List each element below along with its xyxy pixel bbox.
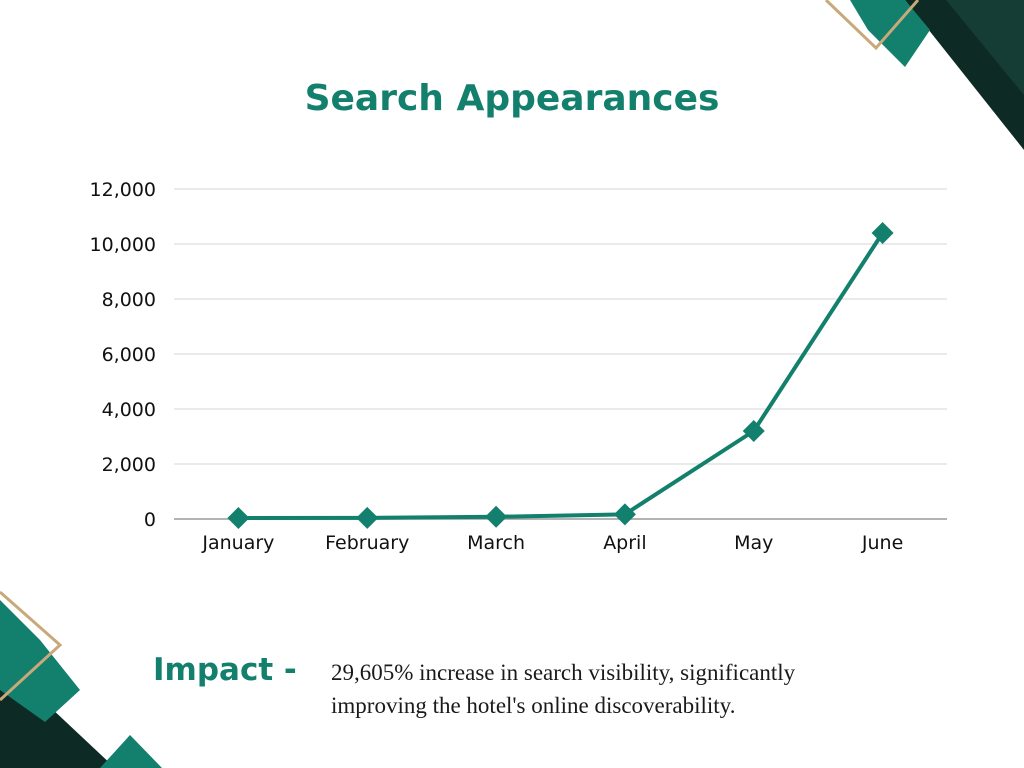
impact-description: 29,605% increase in search visibility, s…	[331, 660, 796, 718]
x-tick-label: February	[325, 532, 409, 554]
y-tick-label: 0	[144, 509, 156, 531]
y-axis-tick-labels: 0 2,000 4,000 6,000 8,000 10,000 12,000	[90, 179, 156, 531]
y-tick-label: 4,000	[102, 399, 156, 421]
data-point-marker	[742, 420, 765, 442]
series-markers	[227, 222, 894, 530]
x-tick-label: March	[467, 532, 525, 554]
x-tick-label: May	[734, 532, 773, 554]
y-tick-label: 6,000	[102, 344, 156, 366]
y-tick-label: 10,000	[90, 234, 156, 256]
x-tick-label: January	[201, 532, 274, 554]
series-line-path	[236, 231, 885, 521]
x-tick-label: April	[603, 532, 646, 554]
x-tick-label: June	[861, 532, 903, 554]
y-tick-label: 2,000	[102, 454, 156, 476]
data-point-marker	[356, 506, 379, 529]
data-point-marker	[613, 503, 636, 526]
grid-lines	[174, 188, 947, 520]
data-point-marker	[485, 505, 508, 528]
x-axis-tick-labels: January February March April May June	[201, 532, 903, 554]
chart-title: Search Appearances	[304, 78, 720, 119]
data-point-marker	[227, 507, 250, 530]
y-tick-label: 8,000	[102, 289, 156, 311]
impact-label: Impact -	[153, 652, 297, 688]
y-tick-label: 12,000	[90, 179, 156, 201]
data-point-marker	[871, 222, 894, 244]
series-line	[236, 231, 885, 521]
